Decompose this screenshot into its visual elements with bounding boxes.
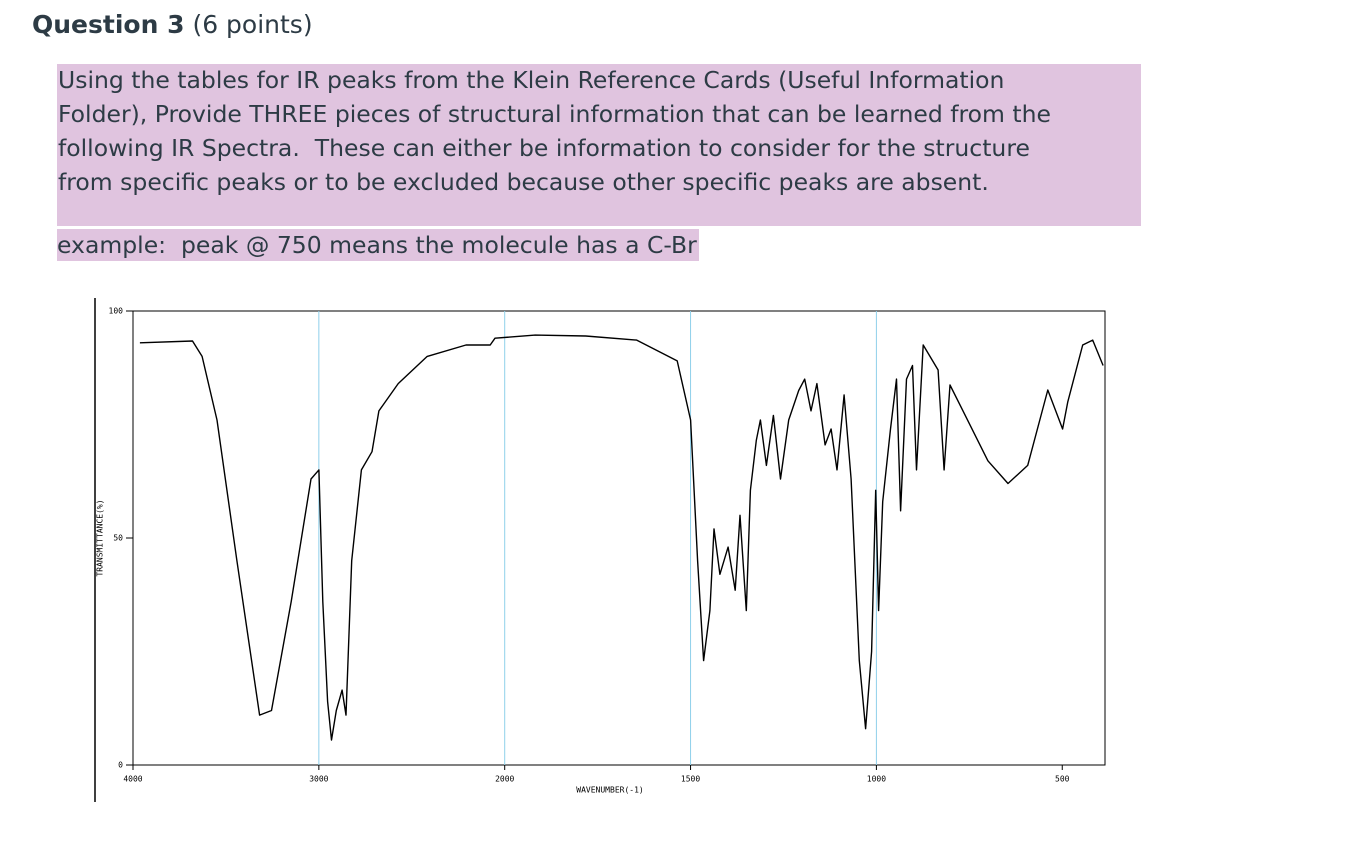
question-line: Folder), Provide THREE pieces of structu… (58, 100, 1051, 128)
y-axis-label: TRANSMITTANCE(%) (96, 499, 105, 576)
question-line: Using the tables for IR peaks from the K… (58, 66, 1005, 94)
x-tick-label: 4000 (123, 775, 142, 784)
highlight (57, 64, 1141, 226)
plot-frame (132, 310, 1106, 766)
x-tick-label: 2000 (495, 775, 514, 784)
ir-spectrum: WAVENUMBER(-1) TRANSMITTANCE(%) 4000 3000… (94, 298, 1106, 802)
x-tick-label: 3000 (309, 775, 328, 784)
question-points: (6 points) (192, 10, 313, 39)
question-number: Question 3 (32, 10, 185, 39)
example-text: example: peak @ 750 means the molecule h… (57, 229, 699, 261)
x-tick-label: 1000 (867, 775, 886, 784)
x-tick-label: 500 (1055, 775, 1070, 784)
y-tick-label: 0 (118, 761, 123, 770)
question-title: Question 3 (6 points) (32, 10, 313, 39)
spectrum-line (139, 334, 1104, 741)
x-axis-label: WAVENUMBER(-1) (576, 786, 643, 795)
y-tick-label: 100 (109, 307, 124, 316)
question-line: from specific peaks or to be excluded be… (58, 168, 989, 196)
y-tick-label: 50 (113, 534, 123, 543)
question-line: following IR Spectra. These can either b… (58, 134, 1030, 162)
x-tick-label: 1500 (681, 775, 700, 784)
